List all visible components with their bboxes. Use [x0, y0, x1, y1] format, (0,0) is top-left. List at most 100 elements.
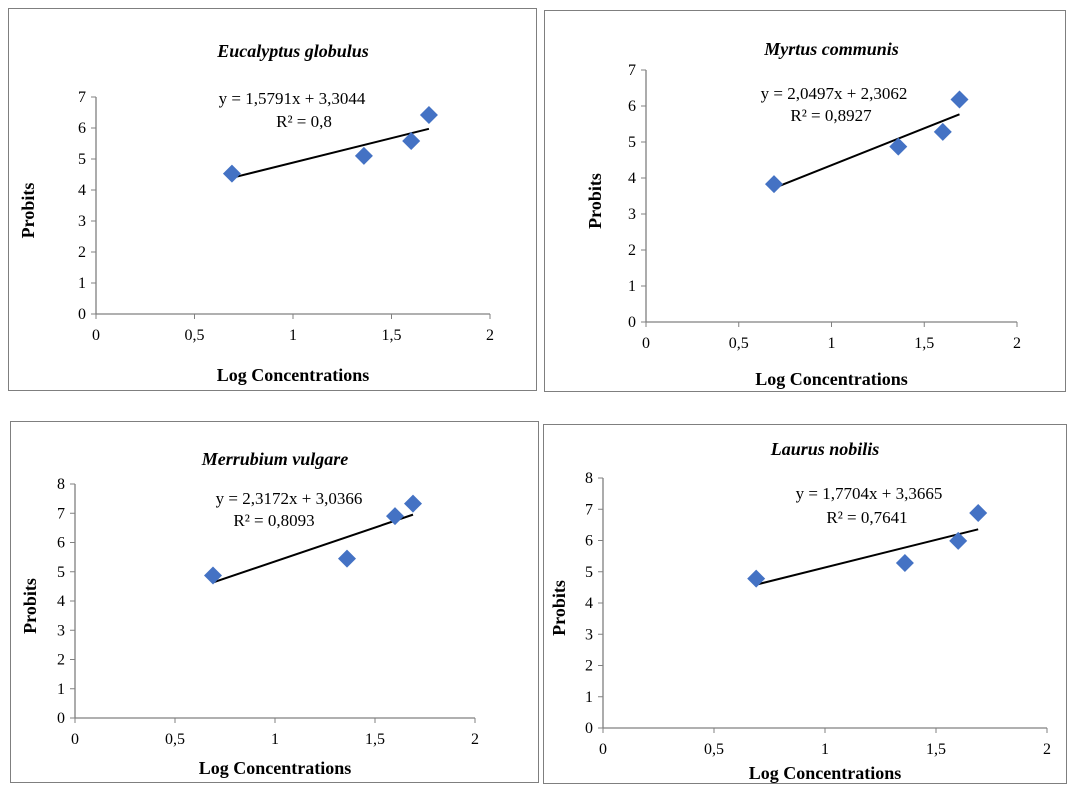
data-point	[969, 504, 988, 522]
y-tick-label: 0	[585, 720, 593, 737]
y-tick-label: 7	[78, 89, 86, 106]
x-tick-label: 0	[71, 731, 79, 748]
data-point	[386, 507, 404, 526]
y-tick-label: 3	[78, 213, 86, 230]
y-tick-label: 6	[628, 98, 636, 115]
x-tick-label: 2	[1013, 335, 1021, 352]
x-tick-label: 0	[599, 741, 607, 758]
trendline-equation: y = 1,5791x + 3,3044	[219, 89, 366, 108]
y-tick-label: 4	[585, 595, 593, 612]
y-tick-label: 0	[628, 314, 636, 331]
x-tick-label: 2	[1043, 741, 1051, 758]
y-tick-label: 0	[78, 306, 86, 323]
data-point	[933, 122, 952, 141]
x-tick-label: 1	[821, 741, 829, 758]
y-tick-label: 3	[57, 622, 65, 639]
x-tick-label: 1,5	[926, 741, 946, 758]
r-squared-label: R² = 0,8	[276, 112, 332, 131]
x-tick-label: 1	[271, 731, 279, 748]
r-squared-label: R² = 0,8927	[790, 106, 872, 125]
data-point	[747, 569, 766, 588]
chart-panel-eucalyptus: Eucalyptus globulus 0 1 2 3 4 5 6 7 0 0,5 1 1,5 2 Log …	[8, 8, 537, 391]
chart-title: Eucalyptus globulus	[216, 41, 369, 61]
y-tick-label: 4	[78, 182, 86, 199]
x-tick-label: 0,5	[165, 731, 185, 748]
chart-title: Myrtus communis	[763, 39, 899, 59]
trendline	[212, 513, 414, 584]
chart-panel-myrtus: Myrtus communis 0 1 2 3 4 5 6 7 0 0,5 1 1,5 2 Log Conc…	[544, 10, 1066, 392]
x-axis-title: Log Concentrations	[199, 758, 352, 778]
y-tick-label: 7	[585, 501, 593, 518]
y-axis-title: Probits	[20, 578, 40, 634]
data-point	[889, 137, 908, 156]
y-tick-label: 6	[78, 120, 86, 137]
y-tick-label: 4	[57, 593, 65, 610]
chart-panel-merrubium: Merrubium vulgare 0 1 2 3 4 5 6 7 8 0 0,5 1 1,5 2 Log C…	[10, 421, 539, 783]
trendline-equation: y = 1,7704x + 3,3665	[796, 484, 943, 503]
y-tick-label: 8	[585, 470, 593, 487]
trendline	[773, 113, 960, 189]
y-tick-label: 3	[628, 206, 636, 223]
y-tick-label: 6	[585, 533, 593, 550]
y-tick-label: 2	[57, 652, 65, 669]
y-axis-title: Probits	[18, 183, 38, 239]
x-tick-label: 0,5	[704, 741, 724, 758]
x-tick-label: 2	[471, 731, 479, 748]
data-point	[404, 494, 422, 513]
trendline-equation: y = 2,0497x + 2,3062	[761, 84, 908, 103]
x-tick-label: 0	[92, 327, 100, 344]
data-point	[338, 549, 356, 568]
y-tick-label: 0	[57, 710, 65, 727]
y-axis-title: Probits	[585, 173, 605, 229]
x-tick-label: 1,5	[365, 731, 385, 748]
y-tick-label: 5	[57, 564, 65, 581]
x-axis-title: Log Concentrations	[749, 763, 902, 783]
y-tick-label: 7	[57, 505, 65, 522]
y-tick-label: 2	[628, 242, 636, 259]
data-point	[895, 554, 914, 572]
chart-panel-laurus: Laurus nobilis 0 1 2 3 4 5 6 7 8 0 0,5 1 1,5 2 Log Conc…	[543, 424, 1067, 784]
data-point	[419, 105, 438, 124]
trendline	[231, 127, 430, 179]
x-tick-label: 0	[642, 335, 650, 352]
r-squared-label: R² = 0,8093	[233, 511, 314, 530]
trendline-equation: y = 2,3172x + 3,0366	[216, 489, 363, 508]
x-axis-title: Log Concentrations	[755, 369, 908, 389]
x-tick-label: 1,5	[914, 335, 934, 352]
x-tick-label: 1	[828, 335, 836, 352]
data-point	[950, 90, 969, 109]
chart-title: Laurus nobilis	[770, 439, 880, 459]
y-tick-label: 1	[628, 278, 636, 295]
data-point	[764, 175, 783, 194]
y-tick-label: 5	[585, 564, 593, 581]
chart-svg-laurus: Laurus nobilis 0 1 2 3 4 5 6 7 8 0 0,5 1 1,5 2 Log Conc…	[549, 439, 1051, 783]
chart-svg-eucalyptus: Eucalyptus globulus 0 1 2 3 4 5 6 7 0 0,5 1 1,5 2 Log …	[18, 41, 494, 385]
y-tick-label: 4	[628, 170, 636, 187]
chart-title: Merrubium vulgare	[201, 449, 349, 469]
y-tick-label: 7	[628, 62, 636, 79]
trendline	[755, 528, 979, 586]
y-tick-label: 2	[78, 244, 86, 261]
data-point	[222, 164, 241, 183]
y-tick-label: 1	[78, 275, 86, 292]
y-tick-label: 3	[585, 626, 593, 643]
y-tick-label: 1	[57, 681, 65, 698]
r-squared-label: R² = 0,7641	[826, 508, 907, 527]
y-tick-label: 2	[585, 658, 593, 675]
chart-svg-myrtus: Myrtus communis 0 1 2 3 4 5 6 7 0 0,5 1 1,5 2 Log Conc…	[585, 39, 1021, 389]
data-point	[204, 566, 222, 585]
x-tick-label: 2	[486, 327, 494, 344]
y-tick-label: 5	[628, 134, 636, 151]
y-tick-label: 1	[585, 689, 593, 706]
x-tick-label: 1	[289, 327, 297, 344]
x-tick-label: 0,5	[729, 335, 749, 352]
x-tick-label: 1,5	[382, 327, 402, 344]
x-axis-title: Log Concentrations	[217, 365, 370, 385]
y-tick-label: 5	[78, 151, 86, 168]
chart-svg-merrubium: Merrubium vulgare 0 1 2 3 4 5 6 7 8 0 0,5 1 1,5 2 Log C…	[20, 449, 479, 778]
data-point	[949, 531, 968, 550]
x-tick-label: 0,5	[185, 327, 205, 344]
y-tick-label: 6	[57, 535, 65, 552]
y-axis-title: Probits	[549, 580, 569, 636]
y-tick-label: 8	[57, 476, 65, 493]
